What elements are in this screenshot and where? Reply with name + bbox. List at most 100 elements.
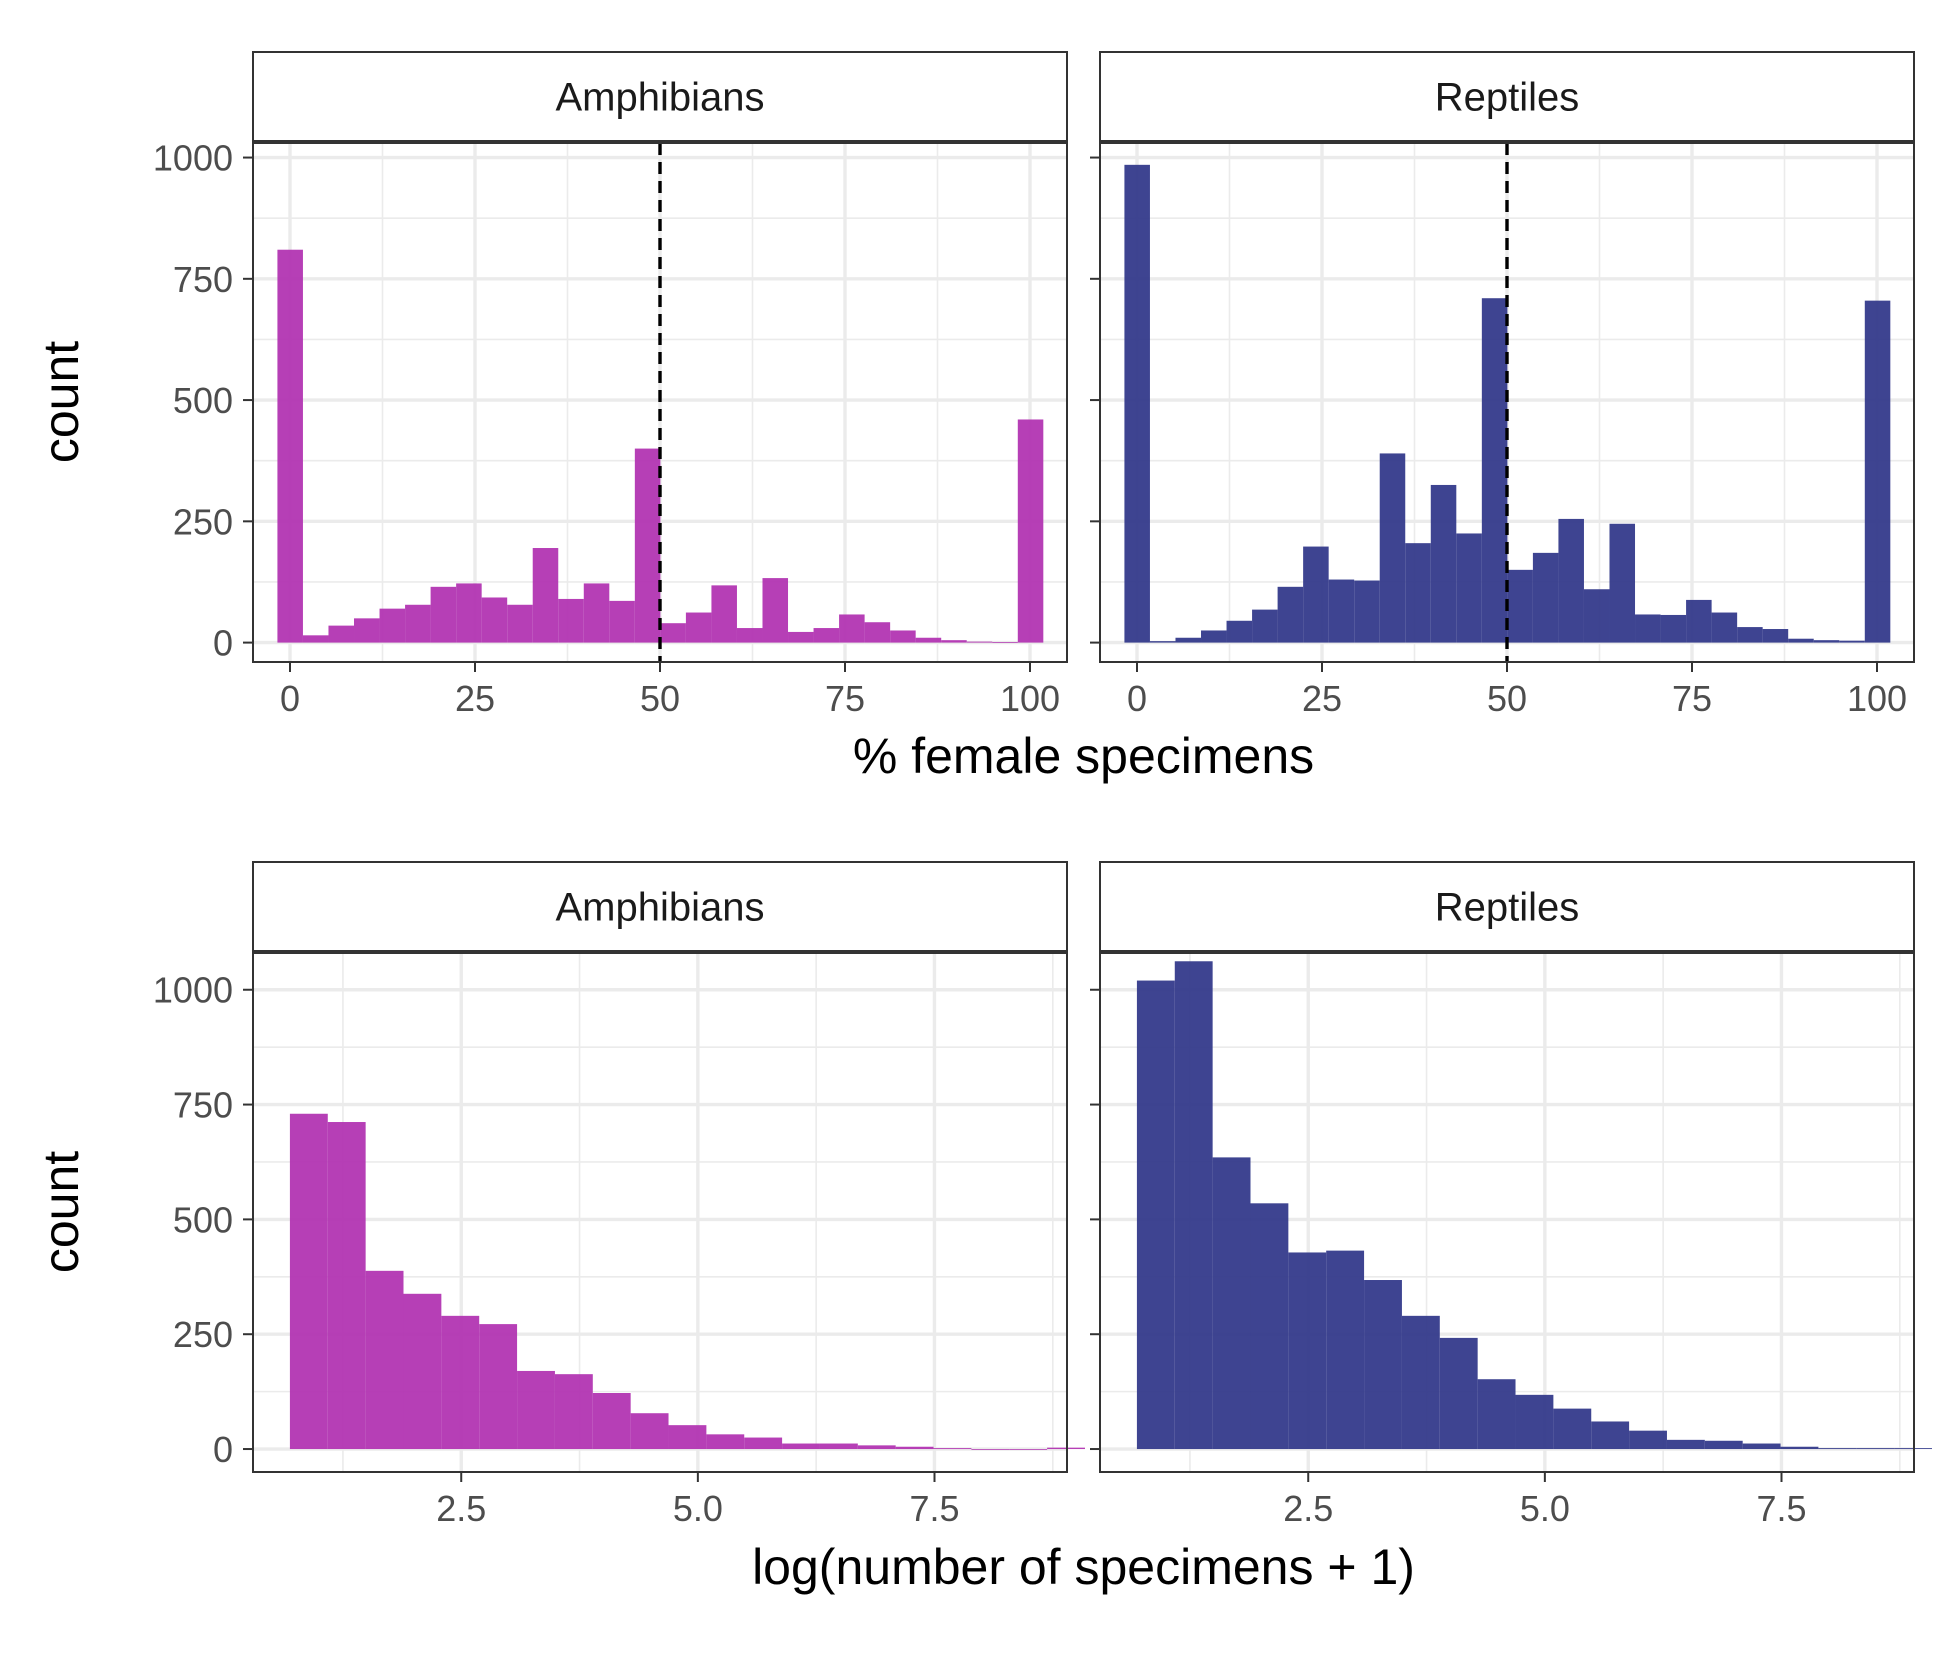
histogram-bar xyxy=(1864,300,1891,643)
histogram-bar xyxy=(839,614,865,643)
histogram-bar xyxy=(711,585,737,643)
histogram-bar xyxy=(405,604,431,643)
histogram-bar xyxy=(365,1270,404,1450)
histogram-bar xyxy=(1609,523,1636,643)
histogram-bar xyxy=(1737,627,1763,643)
x-tick-label: 5.0 xyxy=(673,1488,723,1529)
histogram-bar xyxy=(1017,419,1044,643)
facet-strip-label: Reptiles xyxy=(1435,886,1580,930)
x-tick-label: 50 xyxy=(640,678,680,719)
histogram-bar xyxy=(1136,980,1175,1450)
histogram-bar xyxy=(1326,1250,1365,1450)
histogram-bar xyxy=(1277,586,1304,643)
histogram-bar xyxy=(1212,1157,1251,1450)
histogram-bar xyxy=(1328,579,1355,643)
histogram-bar xyxy=(430,586,457,643)
histogram-bar xyxy=(819,1443,858,1450)
histogram-bar xyxy=(1481,298,1508,643)
x-tick-label: 25 xyxy=(1302,678,1342,719)
histogram-bar xyxy=(813,628,840,643)
histogram-bar xyxy=(327,1122,366,1450)
histogram-bar xyxy=(971,1449,1010,1450)
histogram-bar xyxy=(558,598,584,643)
histogram-bar xyxy=(736,628,763,643)
histogram-bar xyxy=(706,1434,745,1450)
histogram-bar xyxy=(1175,637,1202,643)
x-tick-label: 25 xyxy=(455,678,495,719)
x-tick-label: 75 xyxy=(825,678,865,719)
x-tick-label: 5.0 xyxy=(1520,1488,1570,1529)
histogram-bar xyxy=(532,548,559,643)
histogram-bar xyxy=(277,249,303,643)
histogram-bar xyxy=(1124,164,1150,643)
histogram-bar xyxy=(1250,1203,1289,1450)
histogram-bar xyxy=(782,1443,820,1450)
histogram-bar xyxy=(479,1324,518,1450)
histogram-bar xyxy=(1762,629,1789,643)
facet-strip xyxy=(252,51,1068,142)
panel-1-reptiles: Reptiles 2.5 5.0 7.5 xyxy=(1090,861,1932,1529)
histogram-bar xyxy=(1174,961,1213,1450)
histogram-bar xyxy=(1780,1446,1819,1450)
y-tick-label: 250 xyxy=(173,501,233,542)
x-tick-label: 2.5 xyxy=(1283,1488,1333,1529)
x-axis-title: log(number of specimens + 1) xyxy=(752,1539,1415,1595)
x-axis-title: % female specimens xyxy=(853,728,1314,784)
y-tick-label: 250 xyxy=(173,1314,233,1355)
histogram-bar xyxy=(1401,1315,1440,1450)
x-tick-label: 7.5 xyxy=(909,1488,959,1529)
histogram-bar xyxy=(762,578,789,643)
histogram-bar xyxy=(1379,453,1406,643)
histogram-bar xyxy=(403,1293,442,1450)
histogram-bar xyxy=(1660,614,1687,643)
histogram-bar xyxy=(328,625,355,643)
histogram-bar xyxy=(857,1445,896,1450)
histogram-bar xyxy=(788,631,814,643)
x-tick-label: 75 xyxy=(1672,678,1712,719)
histogram-bar xyxy=(895,1446,934,1450)
histogram-bar xyxy=(1532,552,1559,643)
x-tick-label: 0 xyxy=(280,678,300,719)
histogram-bar xyxy=(634,448,661,643)
histogram-bar xyxy=(1629,1430,1667,1450)
facet-strip xyxy=(1099,51,1915,142)
histogram-bar xyxy=(1364,1280,1402,1450)
histogram-bar xyxy=(668,1425,707,1450)
histogram-bar xyxy=(456,583,482,643)
facet-strip-label: Reptiles xyxy=(1435,76,1580,120)
histogram-bar xyxy=(1704,1440,1743,1450)
facet-strip xyxy=(252,861,1068,952)
panel-1-amphibians: Amphibians 2.5 5.0 7.5 0 250 500 750 1000 xyxy=(153,861,1085,1529)
x-tick-label: 100 xyxy=(1000,678,1060,719)
histogram-bar xyxy=(1430,484,1457,643)
histogram-bar xyxy=(933,1448,972,1450)
histogram-bar xyxy=(1354,580,1380,643)
histogram-bar xyxy=(583,583,610,643)
y-tick-label: 500 xyxy=(173,1199,233,1240)
histogram-bar xyxy=(1149,641,1176,643)
histogram-bar xyxy=(554,1374,593,1450)
histogram-bar xyxy=(1252,609,1278,643)
histogram-bar xyxy=(1477,1379,1516,1450)
histogram-bar xyxy=(507,604,533,643)
histogram-bar xyxy=(354,618,380,643)
y-tick-label: 1000 xyxy=(153,138,233,179)
y-axis-title: count xyxy=(33,1151,89,1273)
histogram-bar xyxy=(1456,533,1482,643)
histogram-bar xyxy=(1288,1252,1327,1450)
histogram-bar xyxy=(1788,638,1814,643)
histogram-bar xyxy=(1201,630,1227,643)
y-tick-label: 0 xyxy=(213,623,233,664)
histogram-bar xyxy=(1742,1443,1781,1450)
histogram-bar xyxy=(289,1113,328,1450)
histogram-bar xyxy=(1856,1448,1895,1450)
y-axis-title: count xyxy=(33,341,89,463)
histogram-bar xyxy=(1686,599,1712,643)
histogram-bar xyxy=(1226,620,1253,643)
y-tick-label: 0 xyxy=(213,1429,233,1470)
panel-border xyxy=(252,952,1068,1473)
histogram-bar xyxy=(630,1413,669,1450)
histogram-bar xyxy=(941,640,967,643)
histogram-bar xyxy=(1009,1449,1048,1450)
